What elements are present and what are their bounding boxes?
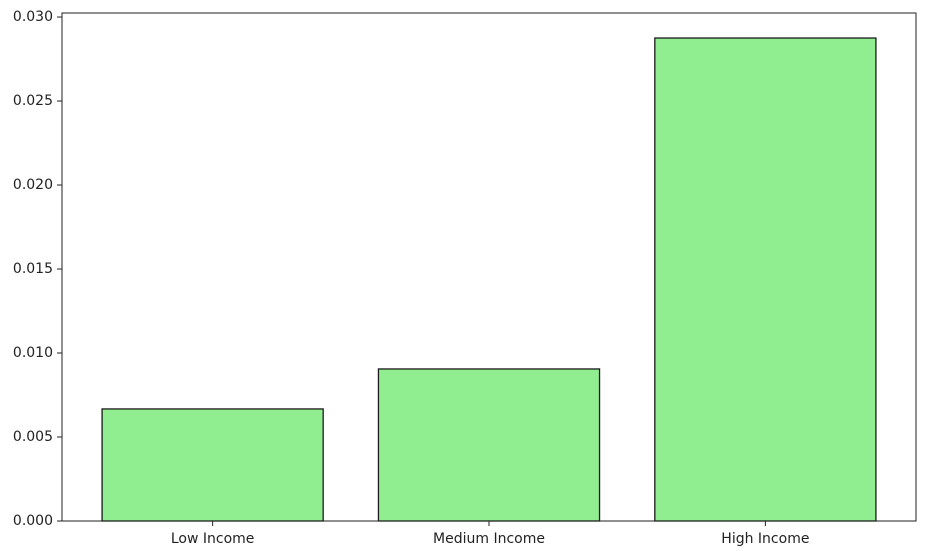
- bar: [654, 37, 877, 522]
- plot-frame: [61, 12, 917, 522]
- x-tick-label: High Income: [721, 531, 809, 547]
- x-tick-label: Low Income: [171, 531, 255, 547]
- y-tick-label: 0.020: [13, 177, 53, 193]
- y-tick-label: 0.010: [13, 345, 53, 361]
- x-tick-label: Medium Income: [433, 531, 545, 547]
- y-tick-label: 0.030: [13, 9, 53, 25]
- bar: [377, 368, 601, 522]
- y-tick-label: 0.000: [13, 513, 53, 529]
- y-tick-label: 0.025: [13, 93, 53, 109]
- y-tick-label: 0.015: [13, 261, 53, 277]
- bar: [101, 408, 324, 522]
- y-tick-label: 0.005: [13, 429, 53, 445]
